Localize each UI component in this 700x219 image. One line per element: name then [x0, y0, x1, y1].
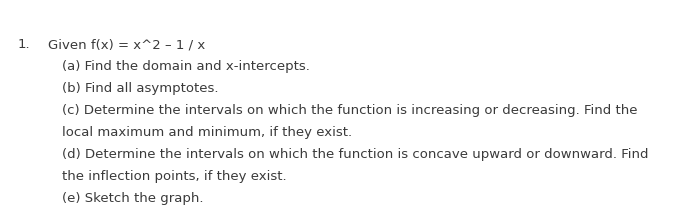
- Text: (b) Find all asymptotes.: (b) Find all asymptotes.: [62, 82, 218, 95]
- Text: (a) Find the domain and x-intercepts.: (a) Find the domain and x-intercepts.: [62, 60, 310, 73]
- Text: the inflection points, if they exist.: the inflection points, if they exist.: [62, 170, 286, 183]
- Text: (d) Determine the intervals on which the function is concave upward or downward.: (d) Determine the intervals on which the…: [62, 148, 648, 161]
- Text: 1.: 1.: [18, 38, 31, 51]
- Text: local maximum and minimum, if they exist.: local maximum and minimum, if they exist…: [62, 126, 352, 139]
- Text: Given f(x) = x^2 – 1 / x: Given f(x) = x^2 – 1 / x: [48, 38, 205, 51]
- Text: (e) Sketch the graph.: (e) Sketch the graph.: [62, 192, 204, 205]
- Text: (c) Determine the intervals on which the function is increasing or decreasing. F: (c) Determine the intervals on which the…: [62, 104, 638, 117]
